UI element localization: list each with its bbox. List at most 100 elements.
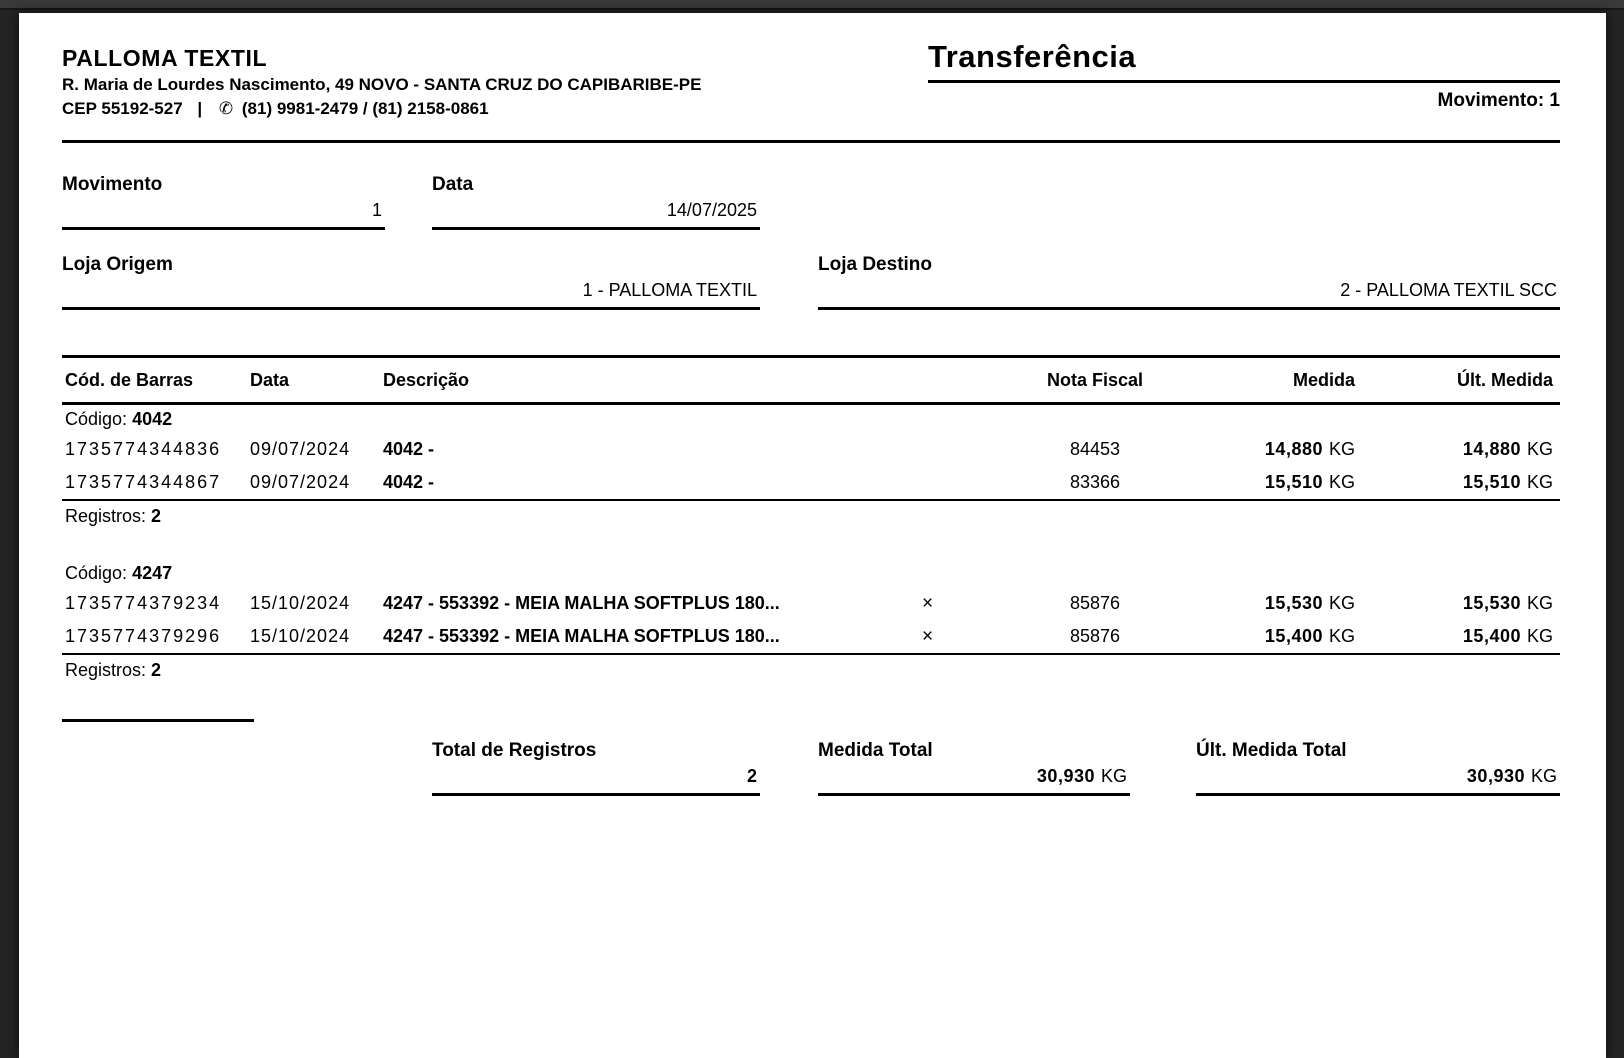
- signature-line: [62, 719, 254, 722]
- measure-value: 15,530: [1264, 593, 1323, 613]
- last-measure-value: 15,530: [1462, 593, 1521, 613]
- group-rows: 1735774344836 09/07/2024 4042 - 84453 14…: [62, 433, 1560, 501]
- registros-line: Registros: 2: [62, 655, 1560, 685]
- product-group-4042: Código: 4042 1735774344836 09/07/2024 40…: [62, 405, 1560, 531]
- cell-last-measure: 15,530 KG: [1355, 593, 1560, 614]
- transfer-table: Cód. de Barras Data Descrição Nota Fisca…: [62, 355, 1560, 685]
- group-code-line: Código: 4247: [62, 559, 1560, 587]
- measure-unit: KG: [1328, 439, 1355, 459]
- field-data-value: 14/07/2025: [666, 200, 757, 220]
- page-title: Transferência: [928, 39, 1560, 83]
- code-value: 4247: [132, 563, 173, 583]
- x-mark: ×: [922, 625, 934, 647]
- field-loja-destino: Loja Destino 2 - PALLOMA TEXTIL SCC: [818, 253, 1560, 310]
- field-loja-origem-label: Loja Origem: [62, 254, 173, 275]
- total-medida-label: Medida Total: [818, 740, 933, 761]
- total-ult-medida-unit: KG: [1530, 766, 1557, 786]
- cell-measure: 15,400 KG: [1195, 626, 1355, 647]
- last-measure-value: 14,880: [1462, 439, 1521, 459]
- field-loja-destino-value: 2 - PALLOMA TEXTIL SCC: [1340, 280, 1557, 300]
- total-medida-value: 30,930 KG: [818, 763, 1130, 790]
- field-movimento: Movimento 1: [62, 173, 385, 230]
- total-registros-value: 2: [746, 766, 757, 786]
- code-value: 4042: [132, 409, 173, 429]
- registros-count: 2: [151, 660, 162, 680]
- field-loja-origem-value: 1 - PALLOMA TEXTIL: [582, 280, 757, 300]
- cell-last-measure: 15,510 KG: [1355, 472, 1560, 493]
- header-divider: [62, 140, 1560, 143]
- company-header: PALLOMA TEXTIL R. Maria de Lourdes Nasci…: [62, 43, 701, 121]
- viewer-top-bar: [0, 0, 1624, 10]
- measure-unit: KG: [1328, 593, 1355, 613]
- cell-invoice: 85876: [1069, 593, 1121, 613]
- cell-measure: 14,880 KG: [1195, 439, 1355, 460]
- last-measure-value: 15,510: [1462, 472, 1521, 492]
- total-ult-medida: Últ. Medida Total 30,930 KG: [1196, 739, 1560, 796]
- separator: |: [197, 99, 203, 118]
- field-data: Data 14/07/2025: [432, 173, 760, 230]
- field-data-label: Data: [432, 174, 474, 195]
- cell-description: 4042 -: [383, 439, 995, 460]
- company-address: R. Maria de Lourdes Nascimento, 49 NOVO …: [62, 75, 702, 94]
- group-rows: 1735774379234 15/10/2024 4247 - 553392 -…: [62, 587, 1560, 655]
- field-loja-origem: Loja Origem 1 - PALLOMA TEXTIL: [62, 253, 760, 310]
- total-registros: Total de Registros 2: [432, 739, 760, 796]
- last-measure-value: 15,400: [1462, 626, 1521, 646]
- registros-line: Registros: 2: [62, 501, 1560, 531]
- cell-date: 15/10/2024: [250, 626, 351, 646]
- col-header-barcode: Cód. de Barras: [65, 369, 194, 390]
- cell-measure: 15,530 KG: [1195, 593, 1355, 614]
- cell-invoice: 84453: [1069, 439, 1121, 459]
- col-header-last-measure: Últ. Medida: [1456, 369, 1553, 390]
- group-code-line: Código: 4042: [62, 405, 1560, 433]
- product-group-4247: Código: 4247 1735774379234 15/10/2024 42…: [62, 559, 1560, 685]
- measure-value: 14,880: [1264, 439, 1323, 459]
- cell-barcode: 1735774344836: [65, 439, 222, 459]
- company-contact: CEP 55192-527 | ✆ (81) 9981-2479 / (81) …: [62, 97, 701, 121]
- cell-barcode: 1735774379296: [65, 626, 222, 646]
- cell-date: 09/07/2024: [250, 472, 351, 492]
- description-text: 4042 -: [383, 439, 435, 459]
- registros-label: Registros:: [65, 506, 147, 526]
- cell-barcode: 1735774344867: [65, 472, 222, 492]
- last-measure-unit: KG: [1526, 626, 1553, 646]
- code-label: Código:: [65, 563, 128, 583]
- code-label: Código:: [65, 409, 128, 429]
- description-text: 4247 - 553392 - MEIA MALHA SOFTPLUS 180.…: [383, 593, 780, 613]
- table-row: 1735774379296 15/10/2024 4247 - 553392 -…: [62, 620, 1560, 653]
- cell-barcode: 1735774379234: [65, 593, 222, 613]
- total-medida-unit: KG: [1100, 766, 1127, 786]
- description-text: 4042 -: [383, 472, 435, 492]
- col-header-description: Descrição: [383, 369, 470, 390]
- field-movimento-label: Movimento: [62, 174, 163, 195]
- table-row: 1735774344836 09/07/2024 4042 - 84453 14…: [62, 433, 1560, 466]
- total-ult-medida-label: Últ. Medida Total: [1196, 740, 1347, 761]
- field-loja-destino-label: Loja Destino: [818, 254, 933, 275]
- cell-last-measure: 15,400 KG: [1355, 626, 1560, 647]
- table-row: 1735774379234 15/10/2024 4247 - 553392 -…: [62, 587, 1560, 620]
- phone-icon: ✆: [218, 99, 234, 118]
- cell-measure: 15,510 KG: [1195, 472, 1355, 493]
- col-header-invoice: Nota Fiscal: [1046, 369, 1144, 390]
- company-cep: CEP 55192-527: [62, 99, 183, 118]
- table-row: 1735774344867 09/07/2024 4042 - 83366 15…: [62, 466, 1560, 499]
- registros-label: Registros:: [65, 660, 147, 680]
- cell-description: 4042 -: [383, 472, 995, 493]
- last-measure-unit: KG: [1526, 472, 1553, 492]
- col-header-date: Data: [250, 369, 290, 390]
- measure-value: 15,510: [1264, 472, 1323, 492]
- total-ult-medida-number: 30,930: [1466, 766, 1525, 786]
- cell-date: 09/07/2024: [250, 439, 351, 459]
- total-medida: Medida Total 30,930 KG: [818, 739, 1130, 796]
- cell-description: 4247 - 553392 - MEIA MALHA SOFTPLUS 180.…: [383, 626, 995, 647]
- total-registros-label: Total de Registros: [432, 740, 597, 761]
- col-header-measure: Medida: [1292, 369, 1355, 390]
- company-phones: (81) 9981-2479 / (81) 2158-0861: [241, 99, 489, 118]
- total-ult-medida-value: 30,930 KG: [1196, 763, 1560, 790]
- cell-description: 4247 - 553392 - MEIA MALHA SOFTPLUS 180.…: [383, 593, 995, 614]
- cell-last-measure: 14,880 KG: [1355, 439, 1560, 460]
- document-page: PALLOMA TEXTIL R. Maria de Lourdes Nasci…: [19, 13, 1606, 1058]
- x-mark: ×: [922, 592, 934, 614]
- title-block: Transferência Movimento: 1: [928, 39, 1560, 112]
- measure-unit: KG: [1328, 472, 1355, 492]
